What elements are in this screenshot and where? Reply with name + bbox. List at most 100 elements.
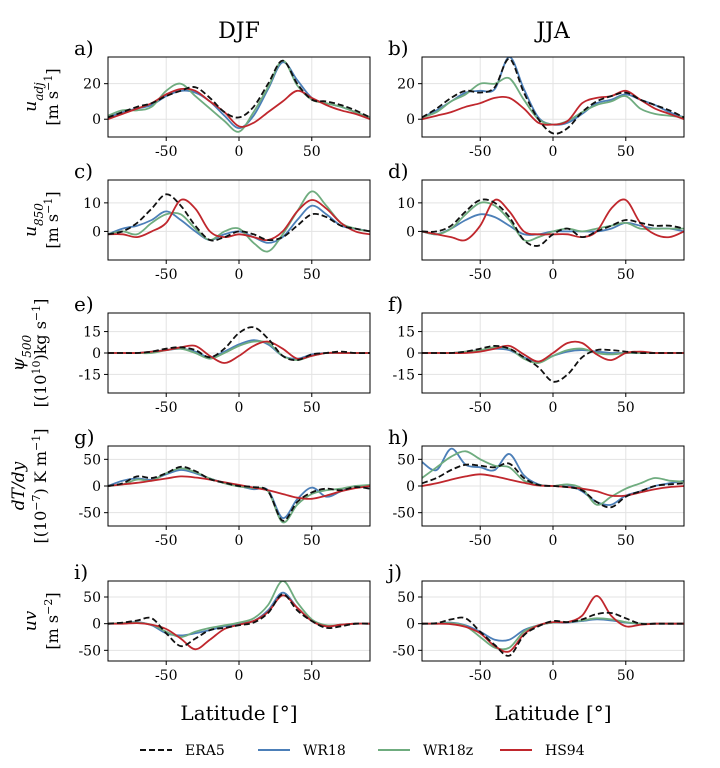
x-tick-label: 50: [617, 144, 635, 160]
legend: ERA5 WR18 WR18z HS94: [140, 743, 585, 759]
x-tick-label: 50: [617, 400, 635, 416]
x-tick-label: 0: [235, 533, 244, 549]
y-tick-label: 50: [397, 452, 415, 468]
panel-d: -50 0 50 0 10 d): [388, 159, 685, 283]
y-tick-label: 0: [406, 346, 415, 362]
ylabel-symbol: u850: [21, 203, 46, 237]
x-tick-label: -50: [155, 144, 178, 160]
y-tick-label: -50: [78, 643, 101, 659]
ylabel-unit: [m s−1]: [42, 68, 63, 125]
y-tick-label: 50: [397, 590, 415, 606]
panel-letter: h): [388, 425, 409, 449]
x-tick-label: 0: [549, 400, 558, 416]
series-line-era5: [422, 462, 684, 509]
panel-letter: a): [74, 36, 94, 60]
legend-label: WR18: [303, 743, 346, 759]
panel-letter: i): [74, 560, 88, 584]
y-tick-label: 50: [83, 590, 101, 606]
series-line-era5: [108, 465, 370, 522]
ylabel-unit: [m s−2]: [42, 592, 63, 649]
y-tick-label: 15: [397, 325, 415, 341]
x-tick-label: 50: [303, 144, 321, 160]
x-tick-label: -50: [469, 144, 492, 160]
panel-c: -50 0 50 0 10 c): [74, 159, 371, 283]
series-line-era5: [108, 193, 370, 242]
ylabel-row-2: u850[m s−1]: [21, 191, 62, 248]
ylabel-row-1: uadj[m s−1]: [21, 68, 62, 125]
series-line-era5: [422, 198, 684, 247]
x-tick-label: 0: [549, 533, 558, 549]
legend-item-era5: ERA5: [140, 743, 225, 759]
x-tick-label: 50: [303, 668, 321, 684]
y-tick-label: 0: [406, 479, 415, 495]
x-tick-label: -50: [469, 267, 492, 283]
panel-letter: b): [388, 36, 409, 60]
panel-h: -50 0 50 -50 0 50 h): [388, 425, 685, 549]
ylabel-symbol: uv: [21, 610, 41, 631]
panel-g: -50 0 50 -50 0 50 g): [74, 425, 371, 549]
y-tick-label: -50: [78, 506, 101, 522]
series-line-hs94: [422, 340, 684, 363]
y-tick-label: 0: [406, 112, 415, 128]
panel-letter: g): [74, 425, 95, 449]
series-line-era5: [422, 57, 684, 135]
x-tick-label: -50: [155, 668, 178, 684]
x-tick-label: 0: [235, 400, 244, 416]
y-tick-label: 10: [397, 196, 415, 212]
x-tick-label: 0: [549, 267, 558, 283]
series-line-era5: [108, 593, 370, 648]
x-tick-label: -50: [469, 400, 492, 416]
ylabel-unit: [(10−7) K m−1]: [30, 428, 51, 543]
x-tick-label: 50: [617, 533, 635, 549]
legend-item-hs94: HS94: [500, 743, 585, 759]
series-line-hs94: [422, 473, 684, 497]
ylabel-symbol: uadj: [21, 82, 46, 112]
y-tick-label: 50: [83, 452, 101, 468]
panel-letter: c): [74, 159, 93, 183]
panel-letter: f): [388, 292, 403, 316]
x-tick-label: 50: [617, 668, 635, 684]
x-tick-label: 50: [303, 267, 321, 283]
ylabel-unit: [(1010)kg s−1]: [30, 299, 51, 408]
x-tick-label: -50: [469, 668, 492, 684]
row-ylabels: uadj[m s−1]u850[m s−1]ψ500[(1010)kg s−1]…: [9, 68, 62, 649]
ylabel-row-4: dT/dy[(10−7) K m−1]: [9, 428, 50, 543]
column-title-jja: JJA: [534, 19, 571, 44]
y-tick-label: 20: [83, 77, 101, 93]
panel-a: -50 0 50 0 20 a): [74, 36, 371, 160]
x-tick-label: 0: [549, 144, 558, 160]
ylabel-unit: [m s−1]: [42, 191, 63, 248]
series-line-wr18z: [108, 59, 370, 133]
x-tick-label: -50: [155, 533, 178, 549]
y-tick-label: 0: [92, 346, 101, 362]
y-tick-label: 0: [92, 112, 101, 128]
y-tick-label: 15: [83, 325, 101, 341]
panel-f: -50 0 50 -15 0 15 f): [388, 292, 685, 416]
y-tick-label: 0: [92, 224, 101, 240]
series-line-hs94: [108, 198, 370, 242]
ylabel-symbol: dT/dy: [9, 461, 29, 510]
legend-item-wr18z: WR18z: [378, 743, 473, 759]
ylabel-symbol: ψ500: [9, 335, 34, 372]
legend-label: WR18z: [423, 743, 473, 759]
ylabel-row-3: ψ500[(1010)kg s−1]: [9, 299, 50, 408]
y-tick-label: -15: [78, 367, 101, 383]
x-tick-label: -50: [155, 400, 178, 416]
panel-j: -50 0 50 -50 0 50 j): [386, 560, 685, 684]
xlabel-left: Latitude [°]: [180, 701, 297, 725]
panel-grid: -50 0 50 0 20 a) -50 0 50 0 20 b) -50 0 50 0 10 c) -50 0 50 0…: [74, 36, 685, 684]
x-tick-label: 50: [303, 400, 321, 416]
column-title-djf: DJF: [218, 19, 260, 44]
ylabel-row-5: uv [m s−2]: [21, 592, 62, 649]
x-tick-label: -50: [155, 267, 178, 283]
legend-label: HS94: [545, 743, 585, 759]
x-tick-label: 0: [549, 668, 558, 684]
x-tick-label: 50: [617, 267, 635, 283]
y-tick-label: 10: [83, 196, 101, 212]
column-titles: DJF JJA: [218, 19, 571, 44]
panel-letter: d): [388, 159, 409, 183]
series-line-hs94: [422, 89, 684, 126]
y-tick-label: -50: [392, 506, 415, 522]
x-tick-label: 0: [235, 267, 244, 283]
